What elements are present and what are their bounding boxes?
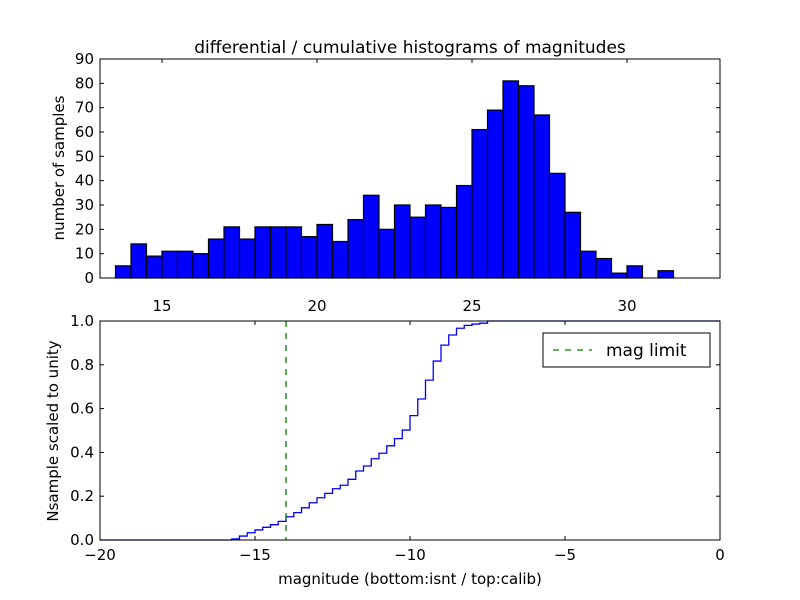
histogram-bar <box>471 128 489 279</box>
histogram-bar <box>393 204 411 279</box>
histogram-bar <box>300 236 318 279</box>
histogram-bar <box>440 206 458 279</box>
y-tick-label: 40 <box>75 172 94 190</box>
x-tick-label: 20 <box>307 297 326 315</box>
histogram-bar <box>595 257 613 279</box>
y-tick-label: 50 <box>75 147 94 165</box>
histogram-bar <box>378 228 396 279</box>
y-tick-label: 0 <box>84 269 94 287</box>
x-tick-label: −5 <box>554 546 576 564</box>
histogram-bar <box>207 238 225 279</box>
histogram-bar <box>533 114 551 279</box>
x-tick-label: −20 <box>84 546 116 564</box>
y-tick-label: 1.0 <box>70 312 94 330</box>
histogram-bar <box>362 194 380 279</box>
cumulative-step-line <box>100 320 720 541</box>
cumulative-axes: 0.0 0.2 0.4 0.6 0.8 1.0 −20 −15 −10 −5 0 <box>70 312 725 564</box>
y-tick-label: 10 <box>75 245 94 263</box>
histogram-bar <box>161 250 179 279</box>
histogram-bar <box>192 253 210 279</box>
x-tick-label: 25 <box>462 297 481 315</box>
y-tick-label: 60 <box>75 123 94 141</box>
y-tick-label: 70 <box>75 99 94 117</box>
histogram-bar <box>424 204 442 279</box>
y-tick-label: 0.2 <box>70 487 94 505</box>
bottom-y-label: Nsample scaled to unity <box>44 340 62 521</box>
y-tick-label: 90 <box>75 50 94 68</box>
histogram-bar <box>564 211 582 279</box>
histogram-bar <box>316 223 334 279</box>
histogram-bar <box>610 272 628 279</box>
histogram-bar <box>548 172 566 279</box>
chart-title: differential / cumulative histograms of … <box>194 38 626 58</box>
axes-frame <box>99 58 721 279</box>
x-tick-label: −10 <box>394 546 426 564</box>
x-tick-label: 0 <box>715 546 725 564</box>
y-tick-label: 80 <box>75 74 94 92</box>
histogram-bar <box>238 238 256 279</box>
histogram-bar <box>176 250 194 279</box>
top-y-label: number of samples <box>50 95 68 240</box>
histogram-bar <box>455 184 473 279</box>
histogram-bar <box>269 226 287 279</box>
y-tick-label: 0.4 <box>70 443 94 461</box>
histogram-bar <box>331 240 349 279</box>
x-tick-label: 15 <box>152 297 171 315</box>
histogram-bar <box>409 216 427 279</box>
histogram-bar <box>130 243 148 279</box>
y-tick-label: 30 <box>75 196 94 214</box>
histogram-bar <box>223 226 241 279</box>
histogram-bar <box>285 226 303 279</box>
histogram-axes: 0 10 20 30 40 50 60 70 80 90 15 20 25 30 <box>75 50 721 315</box>
histogram-bar <box>657 270 675 279</box>
histogram-bar <box>145 255 163 279</box>
histogram-bar <box>502 80 520 279</box>
histogram-bar <box>517 85 535 279</box>
histogram-bar <box>486 109 504 279</box>
x-tick-label: 30 <box>617 297 636 315</box>
histogram-bar <box>579 250 597 279</box>
bottom-x-label: magnitude (bottom:isnt / top:calib) <box>278 570 542 588</box>
y-tick-label: 0.8 <box>70 356 94 374</box>
histogram-bar <box>626 265 644 279</box>
histogram-bar <box>254 226 272 279</box>
legend: mag limit <box>542 332 711 368</box>
histogram-bar <box>114 265 132 279</box>
y-tick-label: 20 <box>75 220 94 238</box>
y-tick-label: 0.0 <box>70 531 94 549</box>
histogram-bar <box>347 219 365 279</box>
x-tick-label: −15 <box>239 546 271 564</box>
legend-mag-limit-label: mag limit <box>606 341 687 361</box>
y-tick-label: 0.6 <box>70 400 94 418</box>
